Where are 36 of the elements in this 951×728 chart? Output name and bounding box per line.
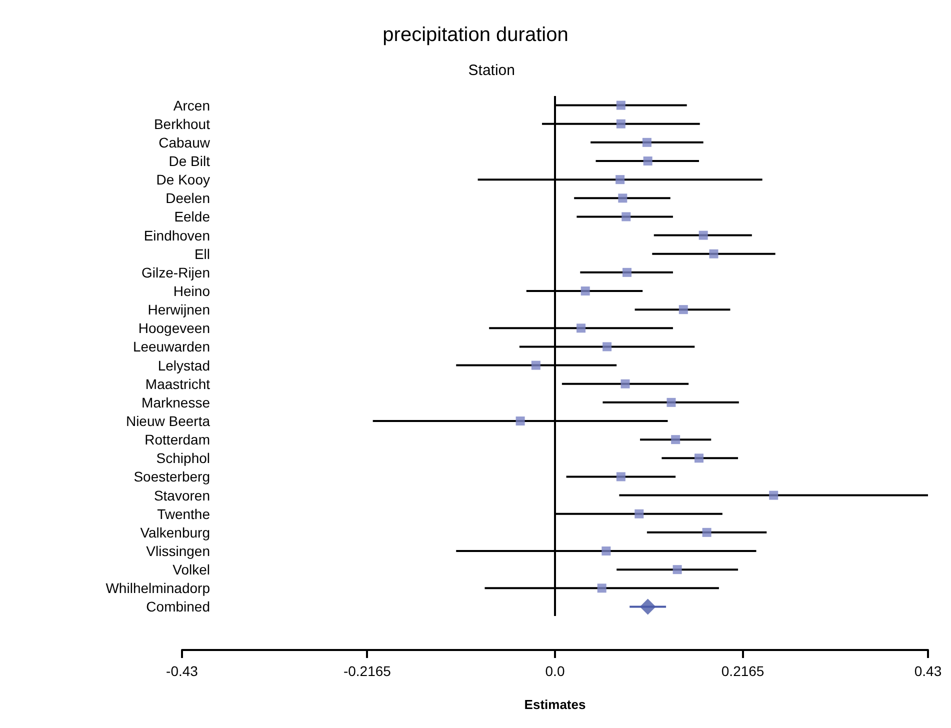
y-tick-label: Heino	[173, 283, 210, 299]
y-tick-label: Leeuwarden	[132, 338, 210, 355]
y-tick-label: Valkenburg	[140, 524, 210, 540]
y-tick-label: De Bilt	[168, 153, 210, 169]
y-tick-label: Deelen	[166, 190, 210, 206]
y-tick-label: Schiphol	[156, 450, 210, 466]
y-tick-label: Twenthe	[157, 506, 210, 522]
x-tick-label: -0.43	[166, 663, 198, 679]
y-tick-label: Combined	[146, 598, 210, 615]
y-tick-label: Herwijnen	[148, 302, 210, 318]
y-axis-title: Station	[468, 62, 515, 79]
y-tick-label: Gilze-Rijen	[142, 264, 210, 280]
y-tick-label: Ell	[194, 246, 210, 262]
x-axis-title: Estimates	[524, 697, 586, 712]
y-tick-label: Lelystad	[158, 357, 210, 374]
y-tick-label: Soesterberg	[134, 468, 210, 485]
chart-title: precipitation duration	[382, 24, 568, 46]
y-tick-label: Berkhout	[154, 116, 210, 132]
y-tick-label: Arcen	[173, 97, 210, 114]
y-tick-label: Cabauw	[158, 134, 211, 150]
y-tick-label: Volkel	[172, 562, 210, 578]
y-tick-label: Eelde	[174, 208, 210, 225]
y-tick-label: Rotterdam	[144, 432, 210, 448]
y-tick-label: Whilhelminadorp	[106, 580, 210, 596]
y-tick-label: Hoogeveen	[138, 320, 210, 336]
y-tick-label: Maastricht	[145, 376, 210, 392]
y-tick-label: Nieuw Beerta	[126, 413, 210, 429]
y-tick-label: Vlissingen	[146, 543, 210, 559]
y-tick-label: Marknesse	[142, 394, 210, 410]
x-tick-label: 0.43	[914, 663, 942, 679]
x-tick-label: -0.2165	[343, 663, 392, 679]
x-tick-label: 0.2165	[721, 663, 764, 679]
y-tick-label: Eindhoven	[144, 227, 210, 244]
y-tick-label: Stavoren	[154, 487, 210, 504]
x-tick-label: 0.0	[545, 663, 565, 679]
y-tick-label: De Kooy	[156, 172, 210, 188]
